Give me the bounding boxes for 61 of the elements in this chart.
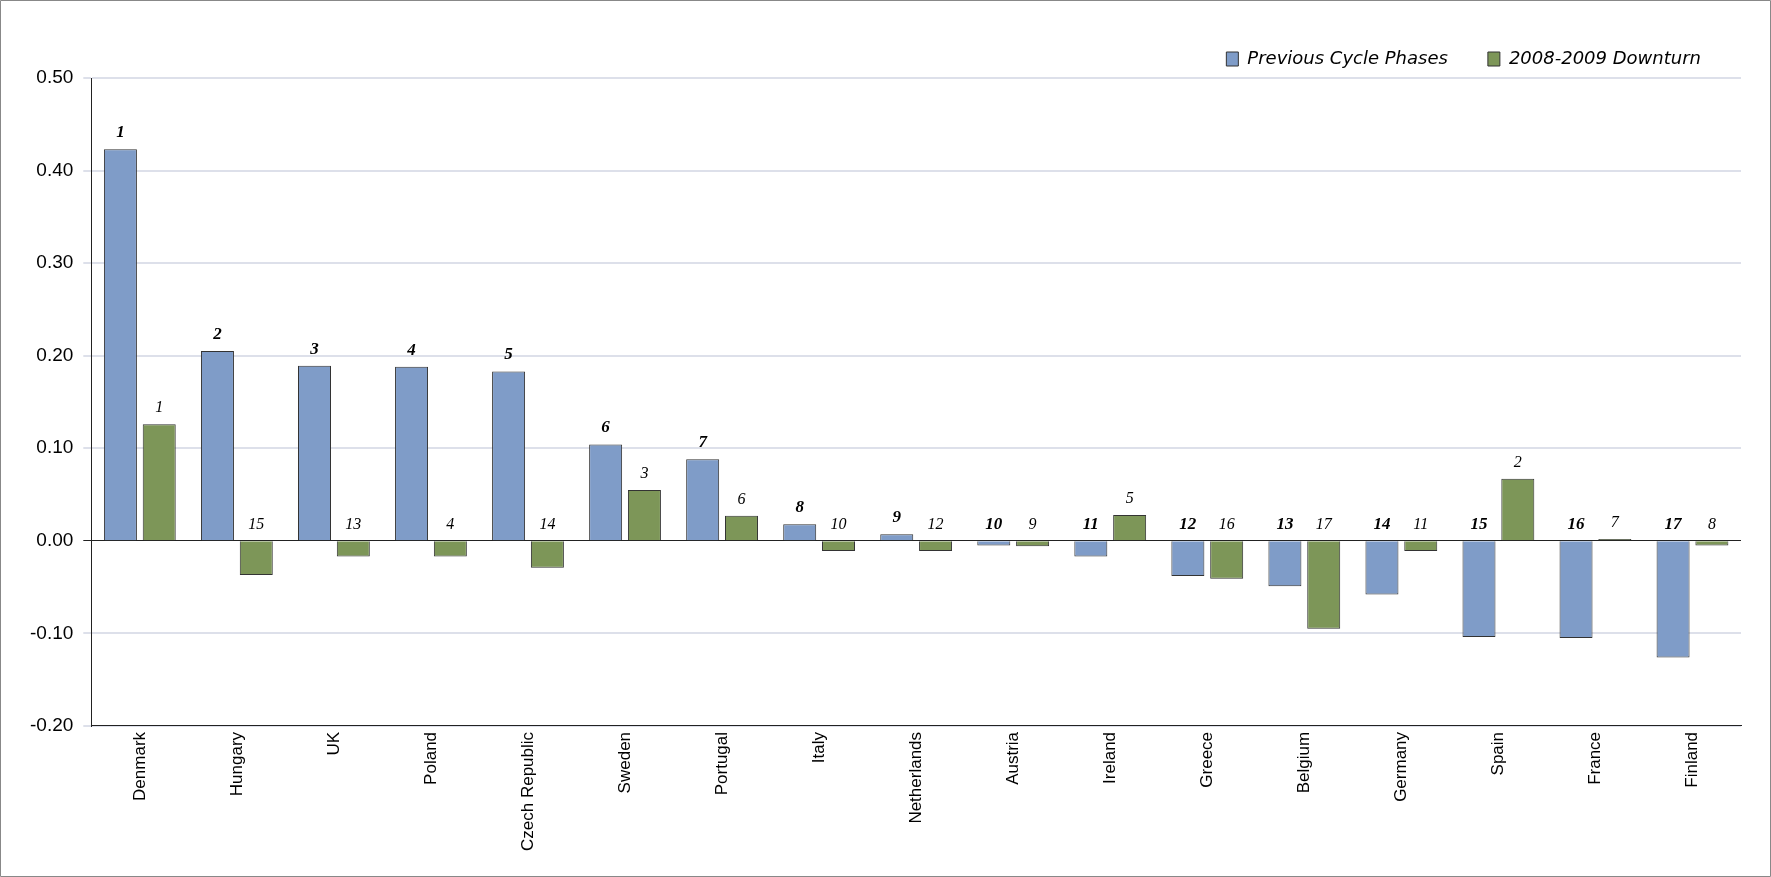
y-tick-label: 0.20: [36, 343, 74, 365]
legend-label: 2008-2009 Downturn: [1508, 46, 1702, 68]
annotation: 8: [1707, 515, 1716, 533]
annotation: 10: [830, 515, 847, 533]
x-tick-label: Germany: [1391, 731, 1411, 802]
annotation: 4: [446, 515, 455, 533]
y-tick-label: 0.40: [36, 158, 74, 180]
annotation: 13: [345, 515, 362, 533]
y-tick-label: 0.50: [36, 66, 74, 88]
annotation: 15: [248, 515, 265, 533]
annotation: 12: [927, 515, 944, 533]
x-tick-label: Netherlands: [905, 731, 925, 824]
y-tick-label: 0.30: [36, 251, 74, 273]
x-tick-label: Ireland: [1099, 731, 1119, 784]
annotation: 14: [539, 515, 556, 533]
annotation: 7: [698, 432, 709, 452]
x-tick-label: Hungary: [226, 731, 246, 797]
annotation: 1: [116, 122, 125, 142]
annotation: 16: [1218, 515, 1235, 533]
annotation: 1: [155, 398, 164, 416]
x-tick-label: Czech Republic: [517, 731, 537, 851]
x-tick-label: UK: [323, 731, 343, 756]
annotation: 2: [1513, 453, 1522, 470]
annotation: 14: [1373, 513, 1391, 533]
annotation: 17: [1664, 513, 1684, 533]
y-tick-label: 0.10: [36, 436, 74, 458]
annotation: 5: [504, 344, 514, 364]
annotation: 11: [1082, 513, 1099, 533]
x-tick-label: Portugal: [711, 731, 731, 796]
y-tick-label: -0.10: [29, 621, 74, 643]
annotation: 17: [1315, 515, 1333, 533]
x-tick-label: Sweden: [614, 731, 634, 794]
x-tick-label: Poland: [420, 731, 440, 785]
annotation: 11: [1413, 515, 1429, 533]
y-tick-label: 0.00: [36, 529, 74, 551]
annotation: 2: [212, 323, 223, 343]
annotation: 7: [1610, 513, 1620, 531]
annotation: 6: [737, 490, 746, 508]
x-tick-label: Austria: [1002, 731, 1022, 785]
annotation: 6: [601, 417, 611, 437]
annotation: 3: [639, 464, 649, 482]
x-tick-label: Belgium: [1294, 731, 1313, 794]
legend-label: Previous Cycle Phases: [1247, 46, 1448, 68]
annotation: 9: [892, 507, 902, 527]
annotation: 12: [1179, 513, 1197, 533]
x-tick-label: Spain: [1488, 731, 1508, 776]
annotation: 8: [795, 497, 805, 517]
y-tick-label: -0.20: [29, 714, 74, 736]
annotation: 9: [1028, 515, 1037, 533]
x-tick-label: France: [1585, 731, 1605, 785]
annotation: 3: [309, 338, 320, 358]
annotation: 16: [1567, 513, 1586, 533]
annotation: 10: [985, 513, 1003, 533]
x-tick-label: Denmark: [129, 731, 149, 801]
annotation: 5: [1125, 489, 1134, 507]
x-tick-label: Greece: [1196, 731, 1216, 788]
x-tick-label: Finland: [1682, 731, 1702, 788]
annotation: 4: [406, 339, 416, 359]
annotation: 15: [1470, 513, 1488, 533]
x-tick-label: Italy: [808, 731, 828, 764]
annotation: 13: [1276, 513, 1294, 533]
